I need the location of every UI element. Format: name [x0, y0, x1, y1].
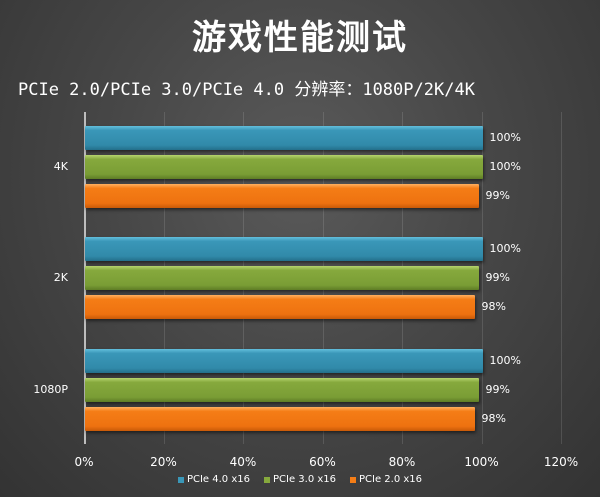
data-label: 98%	[481, 300, 506, 313]
bar-1080p-series-1	[85, 378, 479, 402]
gridline	[561, 112, 562, 444]
legend: PCIe 4.0 x16 PCIe 3.0 x16 PCIe 2.0 x16	[0, 474, 600, 485]
x-tick-label: 0%	[74, 455, 94, 469]
bar-1080p-series-0	[85, 349, 483, 373]
category-label: 4K	[53, 160, 68, 173]
x-tick-label: 20%	[150, 455, 177, 469]
x-tick-label: 40%	[229, 455, 257, 469]
legend-swatch-icon	[263, 476, 270, 483]
data-label: 99%	[485, 383, 510, 396]
bar-4k-series-0	[85, 126, 483, 150]
data-label: 100%	[489, 242, 521, 255]
legend-label: PCIe 3.0 x16	[272, 474, 337, 485]
gridline	[481, 112, 483, 444]
category-label: 2K	[53, 271, 68, 284]
data-label: 99%	[485, 189, 510, 202]
bar-2k-series-2	[85, 295, 475, 319]
data-label: 100%	[489, 160, 521, 173]
legend-swatch-icon	[350, 476, 357, 483]
chart-title: 游戏性能测试	[192, 18, 408, 58]
bar-1080p-series-2	[85, 407, 475, 431]
category-label: 1080P	[33, 383, 68, 396]
bar-4k-series-2	[85, 184, 479, 208]
data-label: 99%	[485, 271, 510, 284]
legend-label: PCIe 4.0 x16	[186, 474, 250, 485]
x-tick-label: 60%	[309, 455, 336, 469]
x-tick-label: 100%	[464, 455, 499, 469]
data-label: 98%	[481, 412, 506, 425]
legend-swatch-icon	[177, 476, 184, 483]
data-label: 100%	[489, 131, 521, 144]
bar-4k-series-1	[85, 155, 483, 179]
data-label: 100%	[489, 354, 521, 367]
legend-item: PCIe 2.0 x16	[350, 474, 422, 485]
legend-item: PCIe 4.0 x16	[177, 474, 250, 485]
plot-area: 100% 100% 99% 100% 99% 98% 100% 99% 98%	[84, 112, 562, 444]
legend-item: PCIe 3.0 x16	[263, 474, 337, 485]
chart-subtitle: PCIe 2.0/PCIe 3.0/PCIe 4.0 分辨率：1080P/2K/…	[18, 80, 475, 100]
legend-label: PCIe 2.0 x16	[359, 474, 423, 485]
x-tick-label: 120%	[543, 455, 579, 469]
x-tick-label: 80%	[388, 455, 416, 469]
bar-2k-series-1	[85, 266, 479, 290]
bar-2k-series-0	[85, 237, 483, 261]
